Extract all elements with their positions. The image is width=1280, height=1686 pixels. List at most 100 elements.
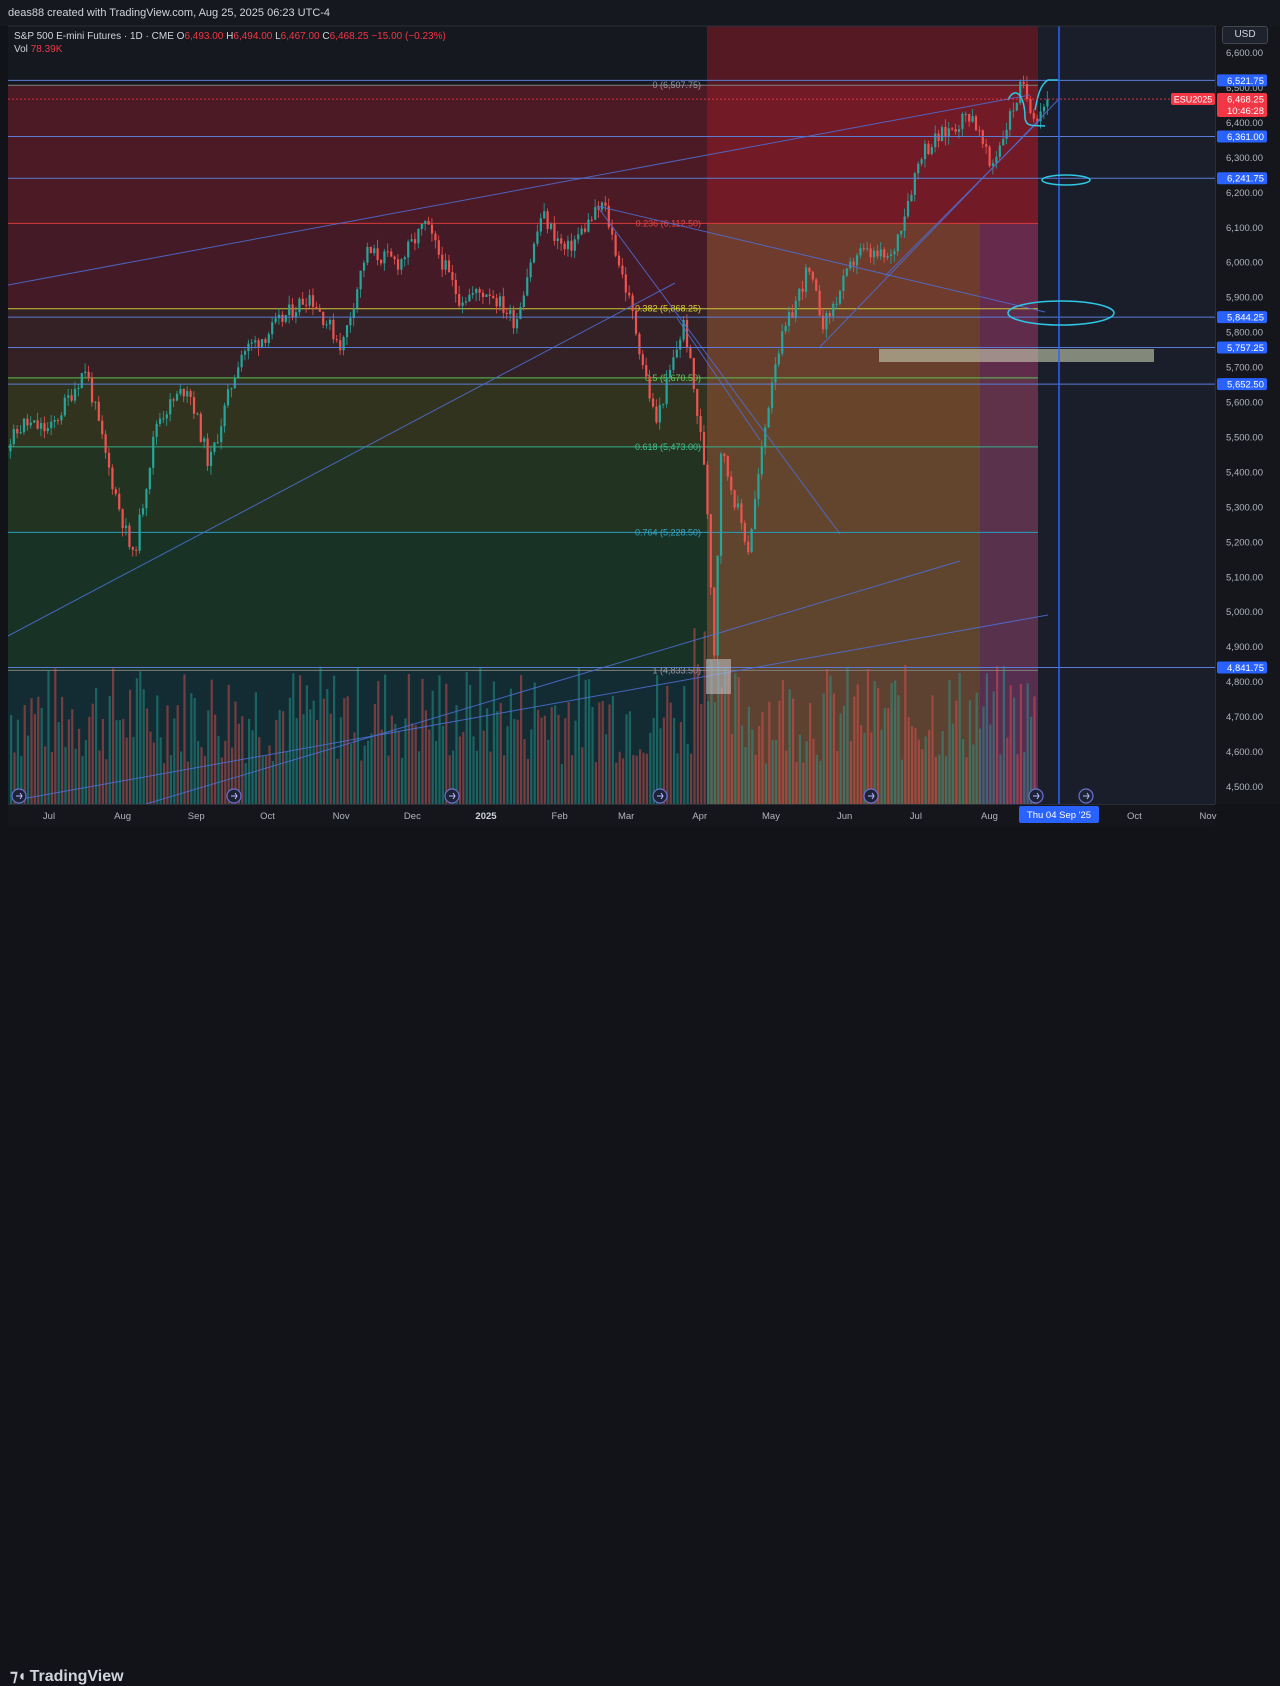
projection-zone-right bbox=[980, 223, 1038, 804]
last-price-tag[interactable] bbox=[1217, 93, 1267, 118]
price-tick-label: 6,000.00 bbox=[1226, 258, 1263, 269]
candle-body bbox=[889, 254, 893, 256]
candle-body bbox=[689, 347, 692, 358]
volume-bar bbox=[421, 678, 424, 804]
volume-bar bbox=[625, 714, 628, 804]
level-price-tag[interactable] bbox=[1217, 130, 1267, 143]
trend-line[interactable] bbox=[676, 317, 761, 441]
volume-bar bbox=[894, 680, 897, 804]
price-axis[interactable] bbox=[1215, 26, 1280, 804]
candle-body bbox=[179, 388, 182, 394]
volume-bar bbox=[50, 751, 53, 804]
symbol-title[interactable]: S&P 500 E-mini Futures · 1D · CME bbox=[14, 31, 174, 42]
level-price-tag[interactable] bbox=[1217, 341, 1267, 354]
volume-bar bbox=[948, 679, 951, 804]
candle-body bbox=[777, 353, 780, 365]
event-marker-icon[interactable] bbox=[226, 788, 242, 804]
level-price-tag[interactable] bbox=[1217, 378, 1267, 391]
candle-body bbox=[240, 354, 243, 368]
volume-bar bbox=[30, 698, 33, 804]
volume-bar bbox=[268, 745, 271, 804]
candle-body bbox=[373, 248, 376, 254]
volume-bar bbox=[540, 717, 543, 804]
volume-bar bbox=[605, 734, 608, 804]
volume-bar bbox=[887, 707, 890, 804]
trend-line[interactable] bbox=[596, 205, 841, 535]
annotation-ellipse[interactable] bbox=[1007, 300, 1115, 326]
candle-body bbox=[770, 382, 774, 409]
supply-zone-rect[interactable] bbox=[879, 349, 1154, 362]
time-tick-label: Jun bbox=[837, 811, 852, 822]
level-price-tag[interactable] bbox=[1217, 661, 1267, 674]
trend-line[interactable] bbox=[8, 94, 1031, 286]
level-price-tag[interactable] bbox=[1217, 172, 1267, 185]
candle-body bbox=[937, 133, 940, 141]
volume-bar bbox=[530, 729, 533, 804]
annotation-scribble[interactable] bbox=[1007, 79, 1058, 127]
event-marker-icon[interactable] bbox=[1078, 788, 1094, 804]
event-marker-icon[interactable] bbox=[863, 788, 879, 804]
trend-line[interactable] bbox=[596, 205, 1046, 313]
volume-bar bbox=[649, 732, 652, 804]
volume-bar bbox=[907, 717, 910, 804]
candle-body bbox=[842, 275, 845, 291]
volume-bar bbox=[737, 677, 740, 804]
fib-band-lower bbox=[8, 670, 1038, 804]
low-zone-rect[interactable] bbox=[706, 659, 731, 694]
annotation-ellipse[interactable] bbox=[1041, 174, 1091, 186]
candle-body bbox=[951, 128, 954, 130]
candle-body bbox=[917, 163, 920, 174]
tradingview-logo[interactable]: ⁊◖ TradingView bbox=[10, 1666, 124, 1686]
candle-body bbox=[641, 354, 644, 366]
candle-body bbox=[359, 270, 362, 290]
candle-body bbox=[764, 427, 767, 447]
chart-canvas[interactable]: 0 (6,507.75)0.236 (6,112.50)0.382 (5,868… bbox=[0, 0, 1280, 872]
volume-bar bbox=[911, 726, 914, 804]
volume-bar bbox=[730, 733, 733, 804]
candle-body bbox=[692, 357, 695, 389]
time-axis[interactable] bbox=[8, 804, 1215, 827]
candle-body bbox=[223, 405, 226, 427]
candle-body bbox=[366, 246, 369, 263]
volume-bar bbox=[237, 723, 240, 804]
event-marker-icon[interactable] bbox=[1028, 788, 1044, 804]
candle-body bbox=[740, 503, 743, 523]
volume-bar bbox=[656, 674, 659, 804]
volume-bar bbox=[163, 763, 166, 804]
candle-body bbox=[1005, 129, 1008, 139]
volume-bar bbox=[897, 695, 900, 804]
price-tick-label: 5,800.00 bbox=[1226, 328, 1263, 339]
volume-bar bbox=[44, 746, 47, 804]
level-price-tag[interactable] bbox=[1217, 311, 1267, 324]
event-marker-icon[interactable] bbox=[652, 788, 668, 804]
candle-body bbox=[257, 340, 260, 348]
event-marker-icon[interactable] bbox=[11, 788, 27, 804]
candle-body bbox=[998, 145, 1001, 157]
candle-body bbox=[169, 399, 172, 415]
ticker-tag[interactable] bbox=[1171, 93, 1215, 106]
candle-body bbox=[407, 241, 410, 258]
candle-body bbox=[495, 297, 498, 307]
trend-line[interactable] bbox=[8, 282, 676, 637]
event-marker-icon[interactable] bbox=[444, 788, 460, 804]
candle-body bbox=[230, 388, 233, 390]
volume-label: Vol bbox=[14, 44, 28, 55]
candle-body bbox=[135, 549, 138, 551]
volume-bar bbox=[958, 673, 961, 804]
candle-body bbox=[390, 251, 393, 257]
volume-bar bbox=[792, 698, 795, 804]
level-price-tag[interactable] bbox=[1217, 74, 1267, 87]
candle-body bbox=[362, 262, 366, 271]
volume-bar bbox=[401, 757, 404, 804]
trend-line[interactable] bbox=[145, 560, 961, 804]
trend-line[interactable] bbox=[15, 614, 1049, 801]
candle-body bbox=[498, 296, 502, 307]
volume-bar bbox=[513, 719, 516, 804]
volume-bar bbox=[761, 712, 764, 804]
volume-bar bbox=[98, 750, 101, 804]
candle-body bbox=[294, 312, 298, 318]
currency-button[interactable]: USD bbox=[1222, 26, 1268, 44]
trend-line[interactable] bbox=[884, 119, 1041, 277]
volume-bar bbox=[441, 725, 444, 804]
candle-body bbox=[702, 432, 706, 465]
